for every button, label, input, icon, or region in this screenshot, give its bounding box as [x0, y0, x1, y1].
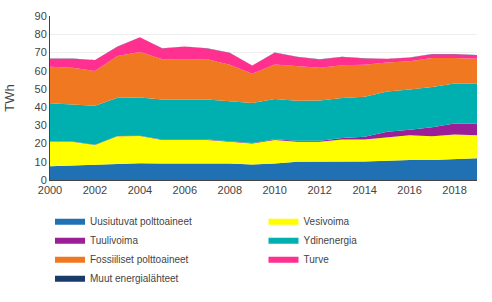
- svg-text:2012: 2012: [307, 184, 331, 196]
- svg-text:Fossiiliset polttoaineet: Fossiiliset polttoaineet: [90, 254, 189, 265]
- svg-text:10: 10: [35, 156, 47, 168]
- svg-text:2014: 2014: [352, 184, 376, 196]
- svg-text:Uusiutuvat polttoaineet: Uusiutuvat polttoaineet: [90, 216, 192, 227]
- svg-text:60: 60: [35, 65, 47, 77]
- svg-text:70: 70: [35, 46, 47, 58]
- svg-text:Ydinenergia: Ydinenergia: [304, 235, 358, 246]
- svg-text:2000: 2000: [38, 184, 62, 196]
- svg-text:2010: 2010: [262, 184, 286, 196]
- svg-text:Vesivoima: Vesivoima: [304, 216, 350, 227]
- svg-text:20: 20: [35, 137, 47, 149]
- svg-text:30: 30: [35, 119, 47, 131]
- svg-text:2018: 2018: [442, 184, 466, 196]
- svg-text:2002: 2002: [83, 184, 107, 196]
- svg-text:80: 80: [35, 28, 47, 40]
- svg-text:2006: 2006: [173, 184, 197, 196]
- svg-text:Turve: Turve: [304, 254, 330, 265]
- svg-text:2008: 2008: [218, 184, 242, 196]
- svg-text:Muut energialähteet: Muut energialähteet: [90, 273, 179, 284]
- svg-text:TWh: TWh: [2, 84, 17, 111]
- svg-text:90: 90: [35, 10, 47, 22]
- svg-text:40: 40: [35, 101, 47, 113]
- svg-text:Tuulivoima: Tuulivoima: [90, 235, 138, 246]
- svg-text:0: 0: [41, 174, 47, 186]
- svg-text:2004: 2004: [128, 184, 152, 196]
- svg-text:50: 50: [35, 83, 47, 95]
- svg-text:2016: 2016: [397, 184, 421, 196]
